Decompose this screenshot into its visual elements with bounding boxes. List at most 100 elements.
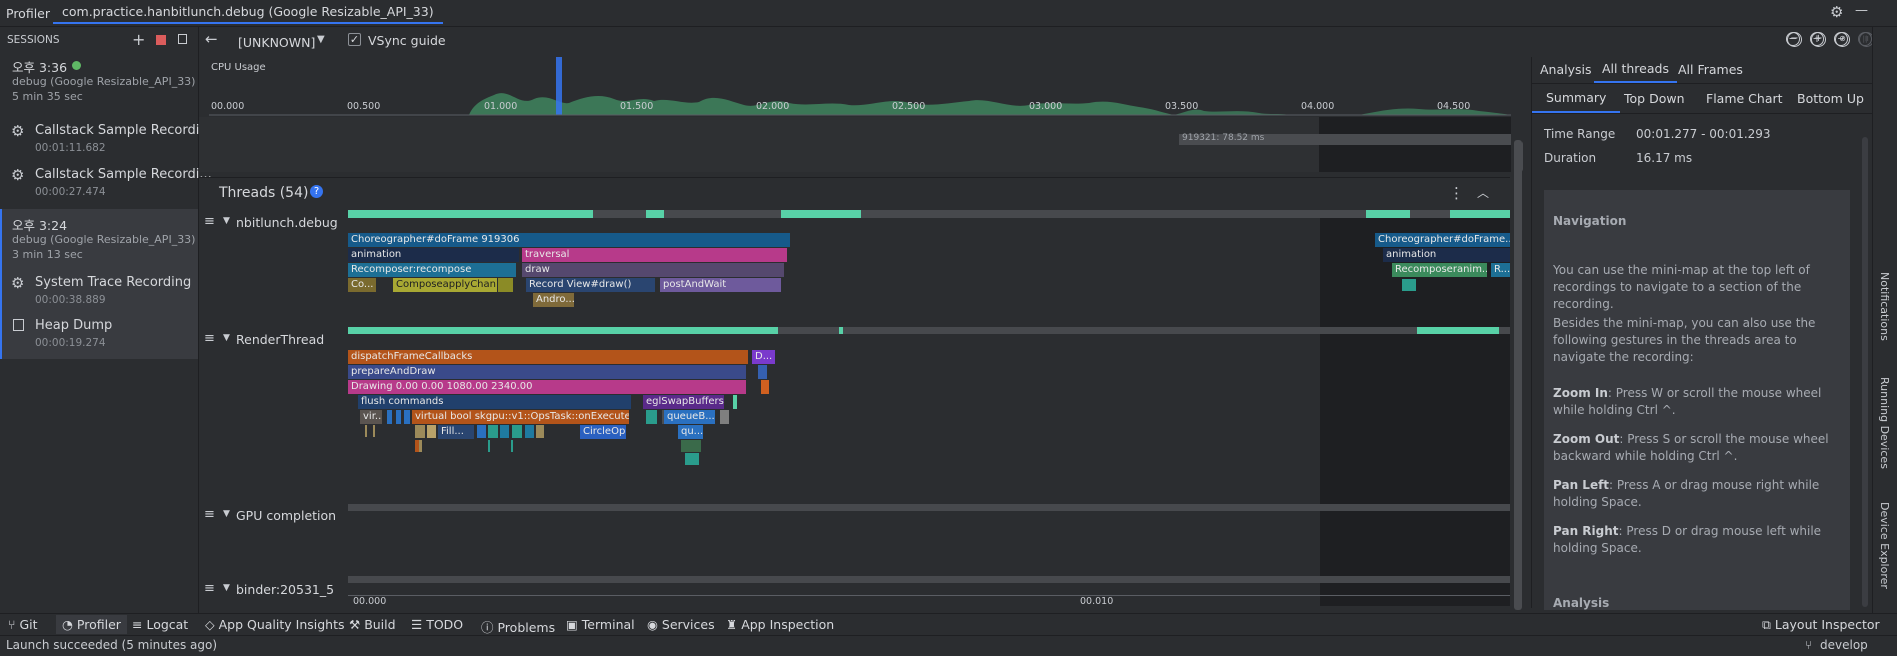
add-session-icon[interactable]: + <box>132 30 146 49</box>
trace-slice-small[interactable] <box>396 410 401 424</box>
trace-slice[interactable]: R... <box>1491 263 1510 277</box>
trace-slice[interactable]: D... <box>752 350 775 364</box>
tool-problems[interactable]: ⓘ Problems <box>481 617 555 636</box>
trace-slice-small[interactable] <box>365 425 367 437</box>
trace-slice[interactable]: animation <box>348 248 519 262</box>
trace-slice[interactable]: Fill... <box>438 425 474 439</box>
running-devices-tool[interactable]: Running Devices <box>1878 377 1891 469</box>
thread-row-binder[interactable]: ≡ ▼ binder:20531_5 <box>199 581 349 601</box>
trace-slice-small[interactable] <box>415 425 425 438</box>
trace-slice-small[interactable] <box>415 440 419 452</box>
trace-slice-small[interactable] <box>511 440 513 452</box>
trace-slice[interactable]: Andro... <box>533 293 574 307</box>
threads-area[interactable]: ≡ ▼ nbitlunch.debug Choreographer#doFram… <box>199 210 1510 606</box>
trace-slice-small[interactable] <box>646 410 657 424</box>
trace-slice[interactable]: vir... <box>360 410 382 424</box>
trace-slice[interactable]: prepareAndDraw <box>348 365 746 379</box>
trace-slice-small[interactable] <box>758 365 767 379</box>
trace-slice-small[interactable] <box>720 410 729 424</box>
drag-handle-icon[interactable]: ≡ <box>204 507 215 522</box>
process-dropdown[interactable]: [UNKNOWN] ▼ <box>231 31 331 53</box>
trace-slice[interactable]: Recomposer:recompose <box>348 263 516 277</box>
tool-build[interactable]: ⚒ Build <box>349 617 396 632</box>
trace-slice-small[interactable] <box>477 425 486 438</box>
tab-all-threads[interactable]: All threads <box>1594 57 1677 83</box>
zoom-in-icon[interactable]: + <box>1810 32 1824 46</box>
drag-handle-icon[interactable]: ≡ <box>204 581 215 596</box>
trace-slice[interactable]: eglSwapBuffers... <box>643 395 724 409</box>
collapse-panel-icon[interactable] <box>178 34 187 44</box>
branch-name[interactable]: develop <box>1820 638 1868 652</box>
trace-slice[interactable]: queueB... <box>664 410 715 424</box>
trace-slice[interactable]: Recomposeranim... <box>1392 263 1487 277</box>
device-explorer-tool[interactable]: Device Explorer <box>1878 502 1891 589</box>
trace-slice-small[interactable] <box>373 425 375 437</box>
trace-slice-small[interactable] <box>512 425 522 438</box>
session-item-heap-dump[interactable]: Heap Dump 00:00:19.274 <box>2 316 198 356</box>
tool-git[interactable]: ⑂ Git <box>8 617 38 632</box>
notifications-tool[interactable]: Notifications <box>1878 272 1891 341</box>
trace-slice-small[interactable] <box>1402 279 1416 291</box>
drag-handle-icon[interactable]: ≡ <box>204 214 215 229</box>
tab-all-frames[interactable]: All Frames <box>1670 57 1751 83</box>
tool-app-inspection[interactable]: ♜ App Inspection <box>726 617 834 632</box>
tab-summary[interactable]: Summary <box>1532 85 1621 113</box>
trace-slice-small[interactable] <box>500 425 509 438</box>
trace-slice-small[interactable] <box>427 425 436 438</box>
tool-services[interactable]: ◉ Services <box>647 617 715 632</box>
trace-slice-small[interactable] <box>404 410 410 424</box>
tab-bottom-up[interactable]: Bottom Up <box>1789 85 1872 113</box>
trace-slice-small[interactable] <box>685 453 699 465</box>
trace-slice-small[interactable] <box>488 440 490 452</box>
trace-slice-small[interactable] <box>488 425 498 438</box>
trace-slice[interactable]: postAndWait <box>660 278 781 292</box>
session-group-2[interactable]: 오후 3:24 debug (Google Resizable_API_33) … <box>0 209 198 359</box>
chevron-down-icon[interactable]: ▼ <box>223 333 230 343</box>
status-message[interactable]: Launch succeeded (5 minutes ago) <box>6 638 218 652</box>
trace-slice[interactable]: flush commands <box>358 395 631 409</box>
chevron-down-icon[interactable]: ▼ <box>223 216 230 226</box>
panel-scrollbar[interactable] <box>1862 137 1868 607</box>
chevron-down-icon[interactable]: ▼ <box>223 583 230 593</box>
threads-scrollbar-thumb[interactable] <box>1514 140 1522 610</box>
tool-app-quality-insights[interactable]: ◇ App Quality Insights <box>205 617 345 632</box>
trace-slice[interactable]: Choreographer#doFrame 919306 <box>348 233 790 247</box>
zoom-out-icon[interactable]: − <box>1786 32 1800 46</box>
cpu-usage-area[interactable]: CPU Usage 00.000 00.500 01.000 01.500 02… <box>199 57 1525 172</box>
trace-slice-small[interactable] <box>525 425 534 438</box>
chevron-down-icon[interactable]: ▼ <box>223 509 230 519</box>
trace-slice[interactable]: Co... <box>348 278 376 292</box>
collapse-icon[interactable]: ︿ <box>1477 186 1490 200</box>
tool-terminal[interactable]: ▣ Terminal <box>566 617 635 632</box>
trace-slice-small[interactable] <box>498 278 513 292</box>
cpu-selection-marker[interactable] <box>556 57 562 115</box>
back-arrow-icon[interactable]: ← <box>205 30 218 48</box>
trace-slice[interactable]: virtual bool skgpu::v1::OpsTask::onExecu… <box>412 410 629 424</box>
more-options-icon[interactable]: ⋮ <box>1449 184 1464 202</box>
tool-todo[interactable]: ☰ TODO <box>411 617 463 632</box>
reset-zoom-icon[interactable]: → <box>1834 32 1848 46</box>
frame-bar[interactable]: 919321: 78.52 ms <box>1179 133 1511 145</box>
trace-slice[interactable]: traversal <box>522 248 787 262</box>
drag-handle-icon[interactable]: ≡ <box>204 331 215 346</box>
trace-slice[interactable]: Record View#draw() <box>526 278 655 292</box>
tab-top-down[interactable]: Top Down <box>1616 85 1693 113</box>
tool-profiler[interactable]: ◔ Profiler <box>56 615 127 634</box>
trace-slice[interactable]: draw <box>522 263 784 277</box>
tool-layout-inspector[interactable]: ⧉ Layout Inspector <box>1762 617 1880 633</box>
trace-slice[interactable]: dispatchFrameCallbacks <box>348 350 748 364</box>
trace-slice-small[interactable] <box>387 410 392 424</box>
trace-slice-small[interactable] <box>419 440 422 452</box>
session-item-callstack-1[interactable]: ⚙ Callstack Sample Recordi... 00:01:11.6… <box>0 121 212 161</box>
trace-slice[interactable]: CircleOp <box>580 425 626 439</box>
trace-slice[interactable]: qu... <box>678 425 703 439</box>
tab-flame-chart[interactable]: Flame Chart <box>1698 85 1791 113</box>
trace-slice[interactable]: ComposeapplyChan... <box>393 278 497 292</box>
help-icon[interactable]: ? <box>310 185 323 198</box>
trace-slice[interactable]: Choreographer#doFrame... <box>1375 233 1510 247</box>
stop-icon[interactable] <box>156 35 166 45</box>
trace-slice[interactable]: Drawing 0.00 0.00 1080.00 2340.00 <box>348 380 746 394</box>
session-group-1[interactable]: 오후 3:36 debug (Google Resizable_API_33) … <box>0 55 198 105</box>
trace-slice-small[interactable] <box>761 380 769 394</box>
thread-row-gpu[interactable]: ≡ ▼ GPU completion <box>199 507 349 527</box>
